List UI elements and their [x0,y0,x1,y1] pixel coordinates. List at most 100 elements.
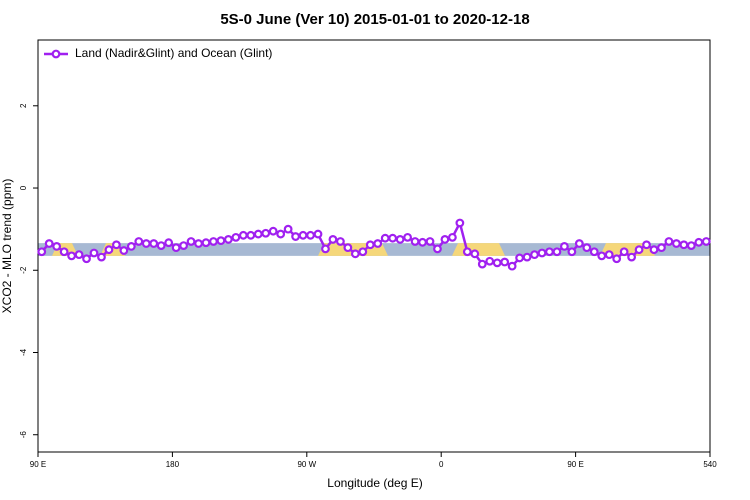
data-point [492,258,502,268]
data-point [418,237,427,247]
data-point [515,253,524,263]
data-point [291,232,301,241]
data-point [186,237,196,246]
x-tick-label: 540 [703,460,717,469]
data-point [37,247,47,257]
data-point [89,248,99,258]
data-point [567,247,577,257]
data-point [380,233,390,243]
data-point [672,239,681,248]
legend-marker [51,49,61,59]
data-point [209,237,218,246]
data-point [522,252,532,262]
data-point [477,259,487,269]
data-point [111,240,121,250]
data-point [657,243,666,253]
y-tick-label: -6 [19,431,28,439]
data-point [679,240,689,250]
data-point [642,240,651,250]
data-point [82,254,91,264]
data-point [298,230,308,240]
data-point [552,247,562,257]
data-point [574,239,584,248]
data-point [627,252,636,262]
data-point [306,230,315,240]
data-point [44,239,54,248]
data-point [321,244,330,254]
data-point [425,237,435,246]
data-point [403,232,413,242]
data-point [313,229,323,239]
data-point [194,239,203,248]
data-point [179,241,189,250]
data-point [231,232,241,242]
y-tick-label: -4 [19,348,28,356]
data-point [694,237,704,247]
data-point [119,246,129,255]
data-point [701,237,711,246]
plot-frame [37,39,711,453]
data-point [433,244,442,254]
x-tick-label: 90 W [297,460,316,469]
data-point [560,242,569,251]
x-tick-label: 0 [439,460,444,469]
data-point [141,239,151,248]
data-point [350,249,360,259]
data-point [619,247,629,257]
data-point [649,245,659,255]
data-point [582,243,592,253]
data-point [74,250,84,260]
data-point [171,243,181,253]
data-point [545,247,554,257]
data-point [283,224,293,234]
chart-title: 5S-0 June (Ver 10) 2015-01-01 to 2020-12… [220,11,529,28]
data-point [455,218,465,228]
data-point [268,226,278,236]
data-point [388,233,398,243]
data-point [261,228,271,238]
data-point [276,229,286,239]
data-point [126,242,136,251]
data-point [104,245,114,255]
data-point [358,247,368,257]
y-tick-label: 0 [19,185,28,190]
data-point [52,242,62,251]
data-point [604,250,614,260]
data-point [328,235,338,244]
data-point [664,237,674,246]
data-point [612,254,622,264]
data-point [507,261,517,271]
data-point [395,235,405,244]
data-point [589,247,599,257]
data-point [500,257,510,267]
data-point [216,236,226,246]
data-point [410,237,420,246]
data-point [59,247,69,257]
y-tick-label: -2 [19,266,28,274]
data-point [67,251,76,261]
data-point [253,229,263,239]
data-point [223,235,233,244]
data-point [470,249,480,259]
data-point [134,237,144,246]
data-point [485,256,495,266]
y-tick-label: 2 [19,103,28,108]
legend-label: Land (Nadir&Glint) and Ocean (Glint) [75,46,272,60]
data-point [365,240,375,250]
data-point [336,237,345,246]
data-point [373,239,383,248]
data-point [686,241,696,250]
data-point [440,235,450,244]
data-point [530,250,539,260]
data-point [164,238,174,248]
data-point [537,248,547,258]
data-point [201,238,211,248]
x-tick-label: 180 [166,460,180,469]
data-point [238,230,248,240]
x-axis-label: Longitude (deg E) [327,476,422,490]
data-point [97,252,106,262]
data-point [149,239,159,248]
data-point [246,230,256,240]
data-point [343,243,353,253]
